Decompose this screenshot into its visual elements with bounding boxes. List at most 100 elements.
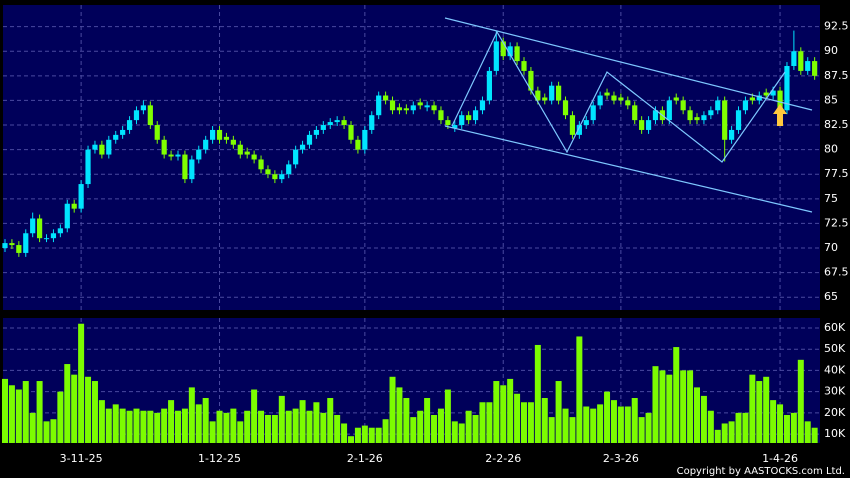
candle-body	[16, 245, 22, 253]
candle-body	[652, 110, 659, 121]
volume-bar	[133, 408, 140, 443]
volume-bar	[541, 398, 548, 443]
candle-body	[99, 144, 105, 155]
volume-bar	[112, 404, 119, 443]
volume-bar	[209, 421, 216, 443]
volume-bar	[64, 364, 71, 443]
candle-body	[562, 100, 569, 116]
y-tick-label: 77.5	[824, 167, 849, 180]
volume-bar	[680, 370, 687, 443]
x-tick-label: 2-1-26	[347, 452, 383, 465]
volume-bar	[119, 408, 126, 443]
volume-bar	[437, 408, 444, 443]
volume-bar	[500, 385, 507, 443]
candle-body	[763, 92, 769, 96]
volume-bar	[783, 414, 790, 443]
volume-bar	[292, 408, 299, 443]
candle-body	[341, 120, 347, 126]
candle-body	[410, 105, 416, 111]
volume-bar	[707, 410, 714, 443]
volume-bar	[22, 381, 29, 443]
volume-bar	[534, 344, 541, 443]
volume-bar	[424, 398, 431, 443]
candle-body	[472, 110, 479, 121]
candle-body	[216, 129, 223, 140]
y-tick-label: 50K	[824, 342, 846, 355]
candle-body	[189, 159, 195, 180]
candle-body	[666, 100, 672, 121]
candle-body	[389, 100, 396, 111]
volume-bar	[617, 406, 624, 443]
x-tick-label: 3-11-25	[60, 452, 103, 465]
volume-bar	[714, 429, 721, 443]
x-tick-label: 2-2-26	[485, 452, 521, 465]
volume-bar	[348, 436, 354, 443]
volume-bar	[36, 381, 43, 443]
candle-body	[50, 233, 57, 239]
candle-body	[299, 144, 306, 150]
volume-bar	[195, 404, 202, 443]
x-tick-label: 1-12-25	[198, 452, 241, 465]
candle-body	[583, 120, 589, 126]
candle-body	[265, 169, 271, 175]
volume-bar	[389, 376, 396, 443]
volume-bar	[631, 398, 638, 443]
volume-bar	[85, 376, 92, 443]
candle-body	[542, 97, 548, 101]
volume-bar	[354, 427, 361, 443]
candle-body	[272, 174, 278, 180]
y-tick-label: 30K	[824, 385, 846, 398]
volume-bar	[493, 381, 500, 443]
y-tick-label: 70	[824, 241, 838, 254]
candle-body	[85, 149, 91, 185]
volume-bar	[700, 395, 707, 443]
candle-body	[500, 41, 506, 57]
volume-bar	[749, 374, 756, 443]
candle-body	[466, 115, 472, 121]
candle-body	[396, 107, 403, 111]
candle-body	[237, 144, 243, 155]
arrow-icon	[773, 104, 787, 126]
candle-body	[403, 108, 409, 111]
candle-body	[306, 134, 313, 145]
volume-bar	[742, 412, 749, 443]
candle-body	[362, 129, 368, 150]
volume-bar	[375, 427, 382, 443]
volume-bar	[396, 387, 403, 443]
candle-body	[680, 100, 686, 111]
candle-body	[78, 184, 84, 209]
price-layer: 65 67.5 70 72.5 75 77.5 80 82.5 85 87.5 90 92.5 10K 2…	[2, 5, 849, 465]
candle-body	[701, 115, 707, 121]
volume-bar	[687, 370, 694, 443]
candle-body	[168, 154, 174, 157]
candle-body	[694, 117, 700, 121]
candle-body	[735, 110, 742, 130]
candle-body	[355, 139, 361, 150]
candle-body	[514, 46, 520, 62]
candle-body	[708, 110, 714, 116]
volume-bar	[271, 414, 278, 443]
candle-body	[43, 238, 50, 240]
volume-bar	[71, 374, 78, 443]
candle-body	[805, 61, 811, 71]
y-tick-label: 40K	[824, 363, 846, 376]
y-tick-label: 87.5	[824, 69, 849, 82]
volume-bar	[597, 404, 604, 443]
volume-bar	[527, 402, 534, 443]
volume-bar	[50, 419, 57, 443]
volume-bar	[382, 419, 389, 443]
candle-body	[479, 100, 486, 111]
volume-bar	[694, 387, 700, 443]
volume-bar	[673, 347, 680, 443]
candle-body	[729, 129, 735, 140]
candle-body	[113, 134, 119, 140]
candle-body	[625, 100, 631, 106]
candle-body	[369, 115, 375, 130]
candle-body	[784, 66, 790, 111]
volume-bar	[161, 408, 168, 443]
candle-body	[71, 203, 77, 209]
candle-body	[756, 95, 762, 101]
candle-body	[812, 61, 818, 76]
x-tick-label: 1-4-26	[762, 452, 798, 465]
volume-bar	[368, 427, 375, 443]
